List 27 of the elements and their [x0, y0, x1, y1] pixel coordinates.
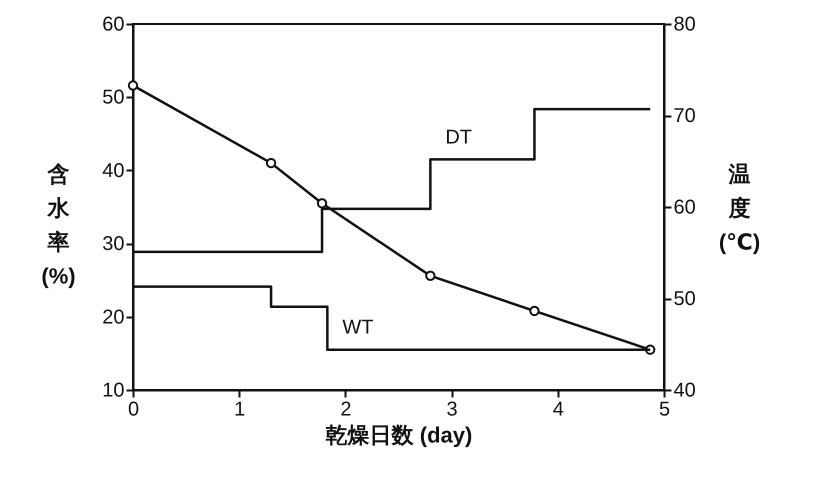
y2-axis-title: 温度 (℃) [718, 162, 760, 254]
y-axis-title: 含水率 (%) [41, 162, 76, 288]
series-label: DT [445, 126, 472, 148]
y2-tick-label: 40 [674, 380, 696, 402]
y-tick-label: 20 [102, 306, 124, 328]
x-tick-label: 5 [658, 398, 670, 420]
point [128, 80, 138, 91]
y2-tick-label: 50 [674, 288, 696, 310]
series-label: WT [342, 316, 374, 339]
x-tick-label: 4 [552, 398, 564, 420]
point [316, 198, 328, 209]
y2-tick-label: 70 [674, 105, 696, 127]
y2-tick-label: 80 [674, 14, 696, 36]
point [425, 270, 436, 281]
y-tick-label: 50 [102, 86, 124, 109]
y-tick-label: 10 [102, 380, 124, 402]
point [529, 306, 540, 316]
x-tick-label: 1 [234, 398, 246, 420]
y-tick-label: 60 [102, 14, 124, 36]
point [266, 158, 276, 168]
x-tick-label: 0 [128, 398, 140, 420]
y2-tick-label: 60 [674, 196, 696, 218]
y-tick-label: 30 [102, 233, 124, 256]
x-tick-label: 2 [340, 398, 352, 420]
x-axis-title: 乾燥日数 (day) [326, 422, 472, 448]
y-tick-label: 40 [102, 160, 124, 182]
x-tick-label: 3 [446, 398, 458, 420]
